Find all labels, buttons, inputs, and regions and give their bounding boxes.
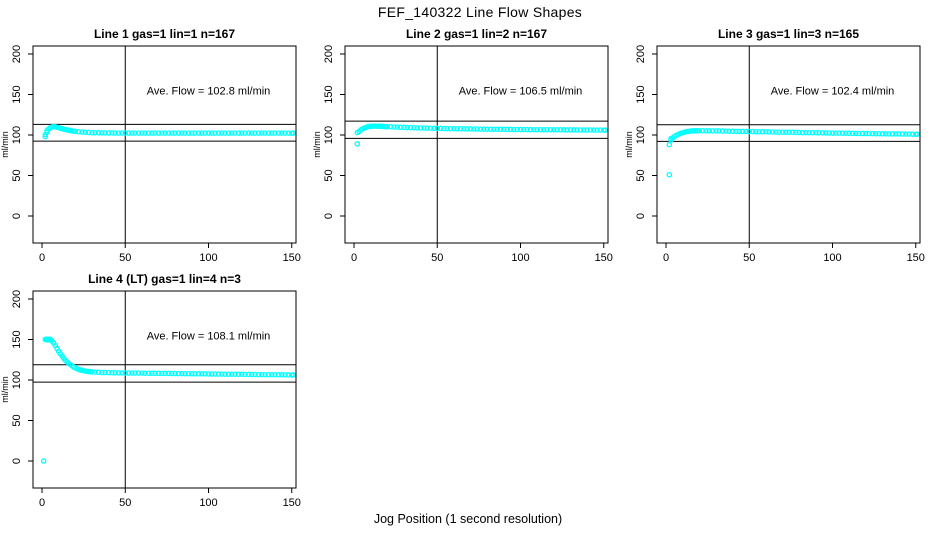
reference-lines [345,46,608,243]
y-tick-label: 100 [635,126,647,144]
x-tick-label: 0 [663,252,669,264]
subplot-title: Line 3 gas=1 lin=3 n=165 [718,27,859,41]
x-tick-label: 50 [119,252,131,264]
y-tick-label: 100 [11,371,23,389]
y-axis: 0 50 100 150 200 [11,45,33,219]
subplot-title: Line 2 gas=1 lin=2 n=167 [406,27,547,41]
y-tick-label: 200 [11,45,23,63]
subplot-title: Line 4 (LT) gas=1 lin=4 n=3 [88,272,241,286]
x-tick-label: 100 [199,497,217,509]
x-tick-label: 0 [351,252,357,264]
x-tick-label: 100 [199,252,217,264]
y-tick-label: 50 [11,169,23,181]
subplot-title: Line 1 gas=1 lin=1 n=167 [94,27,235,41]
plot-frame [32,45,297,244]
y-tick-label: 150 [11,330,23,348]
plot-frame [656,45,921,244]
x-axis: 0 50 100 150 [663,243,925,264]
x-tick-label: 50 [119,497,131,509]
y-axis-label: ml/min [0,376,10,403]
x-tick-label: 100 [511,252,529,264]
x-tick-label: 150 [907,252,925,264]
avg-flow-annotation: Ave. Flow = 108.1 ml/min [147,330,271,342]
avg-flow-annotation: Ave. Flow = 106.5 ml/min [459,85,583,97]
y-axis-label: ml/min [312,131,322,158]
subplot-line-1: Line 1 gas=1 lin=1 n=167 0 50 100 150 0 50 100 1… [0,27,301,264]
y-tick-label: 200 [11,290,23,308]
x-axis: 0 50 100 150 [39,243,301,264]
subplot-line-3: Line 3 gas=1 lin=3 n=165 0 50 100 150 0 50 100 1… [624,27,925,264]
figure-xlabel: Jog Position (1 second resolution) [373,512,563,526]
figure-title: FEF_140322 Line Flow Shapes [377,4,583,20]
avg-flow-annotation: Ave. Flow = 102.4 ml/min [771,85,895,97]
y-tick-label: 100 [11,126,23,144]
y-tick-label: 0 [323,213,335,219]
data-points [42,123,297,140]
subplot-line-4: Line 4 (LT) gas=1 lin=4 n=3 0 50 100 150 0 50 1… [0,272,301,509]
x-tick-label: 150 [595,252,613,264]
x-tick-label: 50 [431,252,443,264]
data-points [354,123,609,147]
plot-frame [344,45,609,244]
x-tick-label: 0 [39,497,45,509]
plot-frame [32,290,297,489]
reference-lines [657,46,920,243]
x-tick-label: 100 [823,252,841,264]
y-tick-label: 200 [635,45,647,63]
x-tick-label: 150 [283,252,301,264]
y-tick-label: 0 [11,213,23,219]
y-tick-label: 200 [323,45,335,63]
y-axis: 0 50 100 150 200 [11,290,33,464]
y-tick-label: 150 [635,85,647,103]
y-axis-label: ml/min [624,131,634,158]
subplot-line-2: Line 2 gas=1 lin=2 n=167 0 50 100 150 0 50 100 1… [312,27,613,264]
y-axis-label: ml/min [0,131,10,158]
x-tick-label: 150 [283,497,301,509]
x-axis: 0 50 100 150 [39,488,301,509]
y-tick-label: 150 [323,85,335,103]
y-tick-label: 0 [635,213,647,219]
x-tick-label: 0 [39,252,45,264]
y-tick-label: 50 [635,169,647,181]
y-axis: 0 50 100 150 200 [323,45,345,219]
data-points [666,127,921,178]
reference-lines [33,291,296,488]
x-axis: 0 50 100 150 [351,243,613,264]
y-axis: 0 50 100 150 200 [635,45,657,219]
y-tick-label: 50 [11,414,23,426]
y-tick-label: 50 [323,169,335,181]
y-tick-label: 150 [11,85,23,103]
reference-lines [33,46,296,243]
x-tick-label: 50 [743,252,755,264]
y-tick-label: 100 [323,126,335,144]
avg-flow-annotation: Ave. Flow = 102.8 ml/min [147,85,271,97]
data-points [40,336,297,464]
y-tick-label: 0 [11,458,23,464]
